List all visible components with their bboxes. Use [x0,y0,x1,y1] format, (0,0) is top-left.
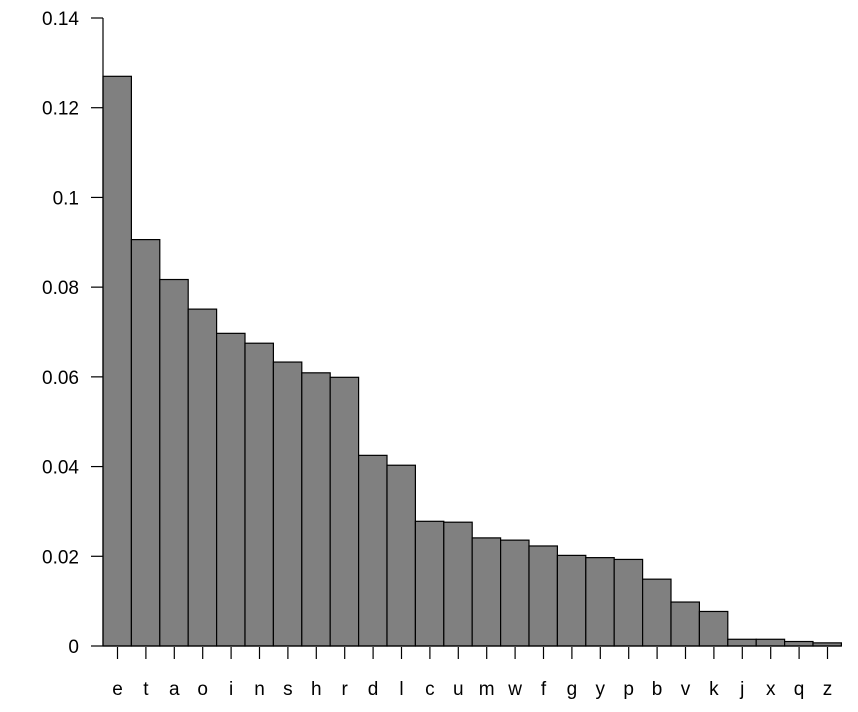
bar-y [585,557,615,647]
y-axis: 0 0.02 0.04 0.06 0.08 0.1 0.12 0.14 [42,9,104,658]
bar-h [301,372,331,647]
x-tick-label-n: n [254,679,265,700]
x-tick-label-k: k [709,679,719,700]
x-tick-label-v: v [681,679,691,700]
bar-x [755,638,786,647]
bar-p [613,558,644,647]
x-tick-label-p: p [623,679,634,700]
bar-d [358,454,388,647]
bar-i [216,332,246,647]
x-tick-label-j: j [739,679,744,700]
x-tick-label-r: r [342,679,349,700]
bar-q [783,640,814,647]
bar-k [698,610,729,647]
bar-o [187,308,218,647]
bar-e [102,75,132,647]
bar-g [556,554,587,647]
x-tick-label-o: o [197,679,208,700]
bars-group [102,75,842,647]
bar-v [670,601,700,647]
y-tick-label: 0 [68,637,79,658]
y-tick-label: 0.12 [42,99,79,120]
y-tick-label: 0.02 [42,547,79,568]
x-tick-label-y: y [596,679,606,700]
bar-r [329,376,360,647]
x-tick-label-f: f [541,679,547,700]
bar-l [386,464,416,647]
x-tick-label-x: x [766,679,776,700]
x-tick-label-s: s [283,679,293,700]
bar-m [471,537,502,647]
x-tick-label-h: h [311,679,322,700]
bar-c [414,520,445,647]
y-tick-label: 0.14 [42,9,79,30]
x-tick-label-u: u [453,679,464,700]
x-tick-label-q: q [794,679,805,700]
bar-u [443,521,473,647]
bar-n [244,342,274,647]
x-tick-label-i: i [229,679,233,700]
x-tick-label-w: w [507,679,522,700]
x-tick-label-c: c [425,679,435,700]
x-tick-label-a: a [169,679,180,700]
x-tick-label-d: d [368,679,379,700]
y-tick-label: 0.1 [53,188,79,209]
x-tick-label-z: z [823,679,833,700]
bar-s [272,361,303,647]
bar-t [130,238,161,647]
x-tick-label-l: l [399,679,403,700]
x-tick-label-e: e [112,679,123,700]
y-tick-label: 0.08 [42,278,79,299]
x-tick-label-m: m [479,679,495,700]
bar-b [641,578,672,647]
x-tick-label-b: b [652,679,663,700]
x-tick-label-t: t [143,679,149,700]
bar-j [727,638,757,647]
y-tick-label: 0.06 [42,368,79,389]
x-tick-label-g: g [567,679,578,700]
y-tick-label: 0.04 [42,458,79,479]
bar-a [159,278,189,647]
bar-f [528,545,558,647]
bar-w [500,539,530,647]
